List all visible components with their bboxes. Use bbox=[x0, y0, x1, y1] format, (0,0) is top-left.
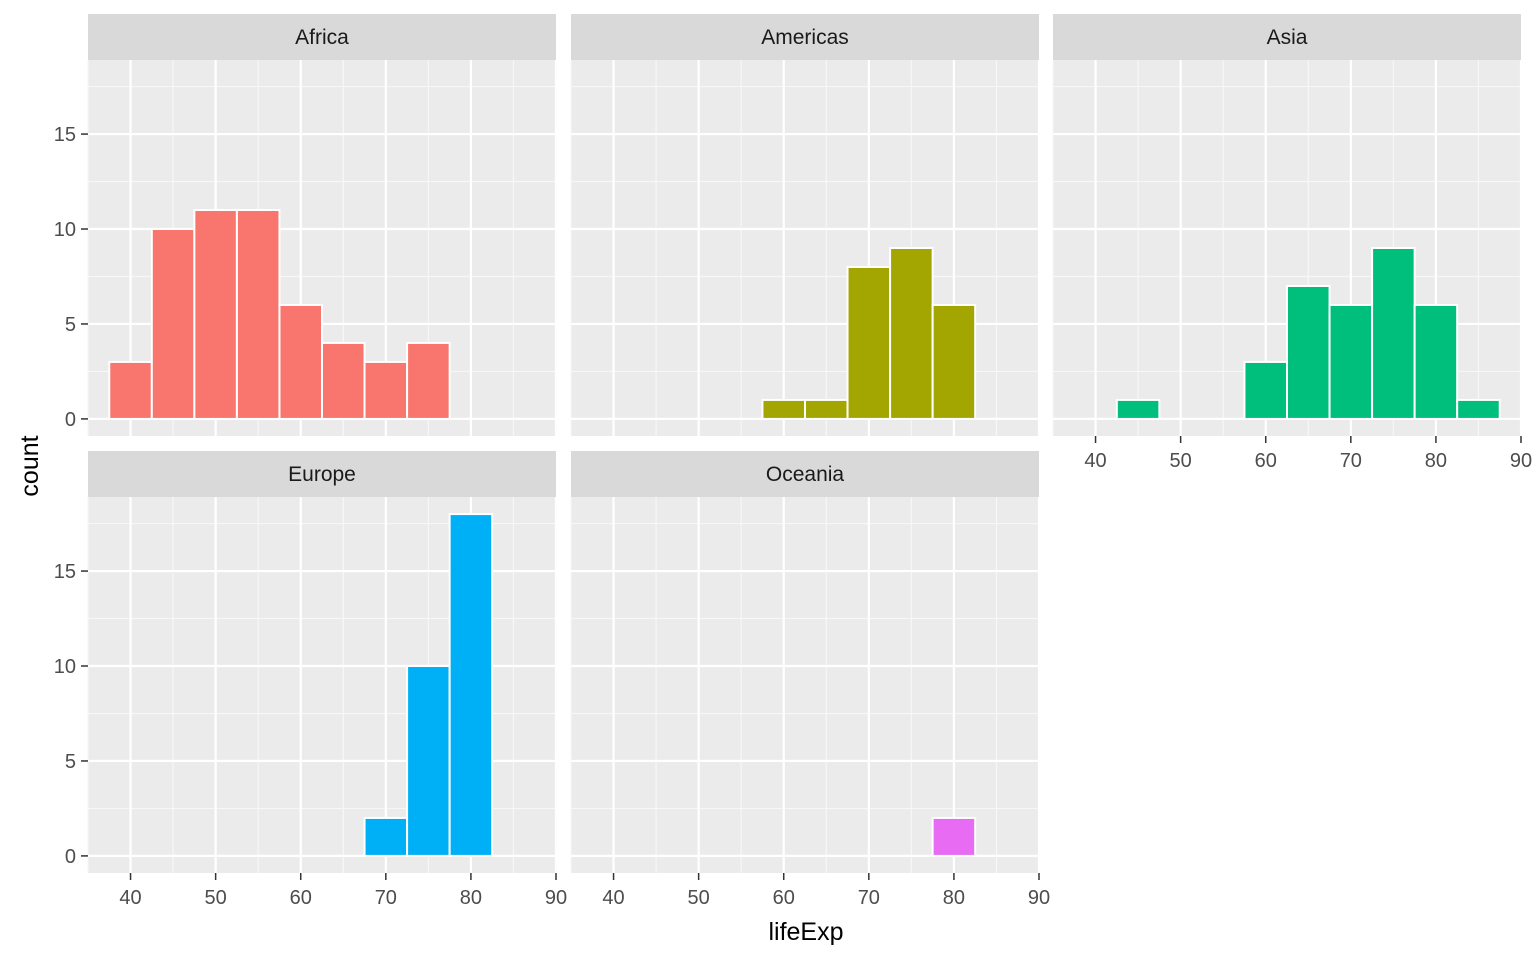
histogram-bar bbox=[150, 228, 196, 420]
facet-strip-label: Europe bbox=[288, 463, 356, 486]
x-tick-label: 40 bbox=[602, 887, 624, 909]
histogram-bar bbox=[1286, 284, 1331, 420]
histogram-bar bbox=[108, 360, 153, 420]
x-tick-label: 60 bbox=[773, 887, 795, 909]
x-tick-label: 50 bbox=[205, 887, 227, 909]
y-tick-label: 10 bbox=[54, 656, 76, 678]
facet-strip-label: Oceania bbox=[766, 463, 845, 486]
histogram-bar bbox=[1413, 303, 1459, 420]
panel-background bbox=[571, 497, 1039, 873]
facet-panel-africa: Africa 0 5 10 15 bbox=[54, 14, 558, 436]
facet-strip bbox=[571, 451, 1039, 497]
facet-panel-oceania: Oceania 40 50 60 70 80 90 bbox=[570, 451, 1050, 909]
x-tick-label: 90 bbox=[1028, 887, 1050, 909]
x-tick-label: 90 bbox=[545, 887, 567, 909]
y-axis-title: count bbox=[16, 435, 44, 496]
y-tick-label: 5 bbox=[65, 751, 76, 773]
x-tick-label: 80 bbox=[943, 887, 965, 909]
x-tick-label: 50 bbox=[688, 887, 710, 909]
histogram-bar bbox=[804, 398, 849, 420]
x-tick-label: 80 bbox=[460, 887, 482, 909]
y-tick-label: 15 bbox=[54, 561, 76, 583]
x-tick-label: 70 bbox=[1340, 450, 1362, 472]
x-tick-label: 70 bbox=[858, 887, 880, 909]
histogram-bar bbox=[1243, 360, 1289, 420]
facet-strip bbox=[1053, 14, 1521, 60]
histogram-bar bbox=[931, 816, 977, 857]
histogram-bar bbox=[1371, 247, 1416, 420]
histogram-bar bbox=[889, 247, 934, 420]
facet-strip-label: Asia bbox=[1267, 26, 1308, 49]
facet-strip bbox=[88, 14, 556, 60]
facet-panel-americas: Americas bbox=[570, 14, 1041, 436]
y-tick-label: 0 bbox=[65, 846, 76, 868]
x-tick-label: 60 bbox=[1255, 450, 1277, 472]
facet-strip bbox=[571, 14, 1039, 60]
histogram-bar bbox=[235, 209, 281, 420]
histogram-bar bbox=[1456, 398, 1501, 420]
facet-strip-label: Americas bbox=[761, 26, 849, 49]
facet-strip bbox=[88, 451, 556, 497]
facet-panel-europe: Europe 0 5 10 15 40 50 60 70 80 90 bbox=[54, 451, 567, 909]
x-tick-label: 60 bbox=[290, 887, 312, 909]
histogram-bar bbox=[846, 265, 892, 420]
histogram-bar bbox=[193, 209, 238, 420]
histogram-bar bbox=[363, 816, 409, 857]
x-axis-title: lifeExp bbox=[768, 918, 843, 946]
histogram-bar bbox=[321, 341, 366, 420]
facet-panel-asia: Asia 40 50 60 70 80 90 bbox=[1052, 14, 1532, 472]
y-tick-label: 0 bbox=[65, 409, 76, 431]
histogram-bar bbox=[1115, 398, 1161, 420]
facet-strip-label: Africa bbox=[295, 26, 349, 49]
x-tick-label: 40 bbox=[119, 887, 141, 909]
x-tick-label: 80 bbox=[1425, 450, 1447, 472]
x-tick-label: 40 bbox=[1084, 450, 1106, 472]
histogram-bar bbox=[448, 513, 494, 857]
x-tick-label: 90 bbox=[1510, 450, 1532, 472]
histogram-bar bbox=[761, 398, 806, 420]
x-tick-label: 70 bbox=[375, 887, 397, 909]
histogram-bar bbox=[278, 303, 324, 420]
x-tick-label: 50 bbox=[1170, 450, 1192, 472]
histogram-bar bbox=[1328, 303, 1374, 420]
histogram-bar bbox=[406, 341, 451, 420]
histogram-bar bbox=[931, 303, 977, 420]
histogram-bar bbox=[363, 360, 409, 420]
y-tick-label: 10 bbox=[54, 219, 76, 241]
histogram-bar bbox=[406, 665, 451, 857]
y-tick-label: 5 bbox=[65, 314, 76, 336]
y-tick-label: 15 bbox=[54, 124, 76, 146]
